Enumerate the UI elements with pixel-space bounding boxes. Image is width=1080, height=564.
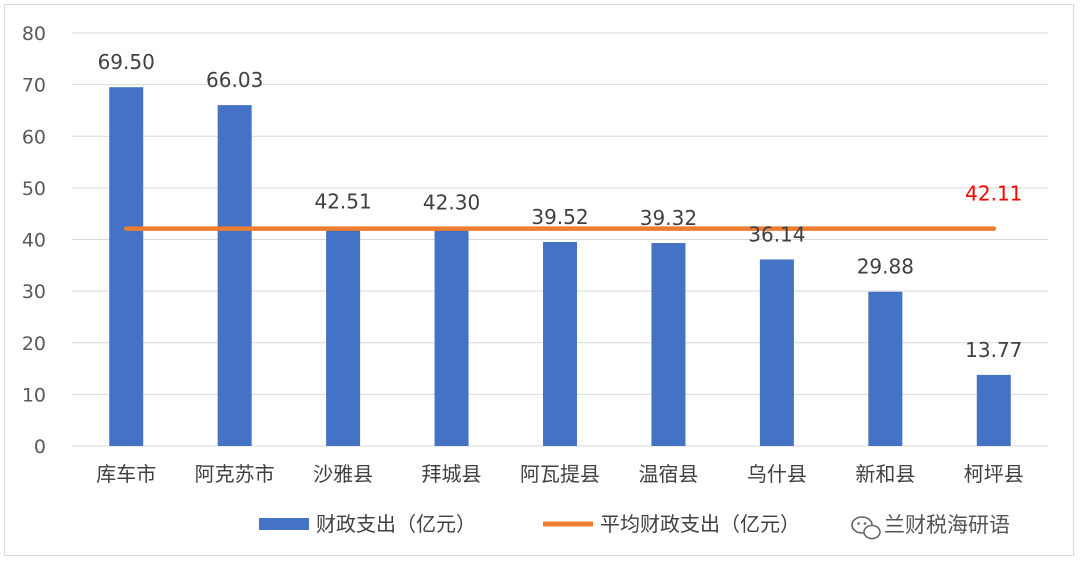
wechat-icon <box>851 516 881 540</box>
bar-data-label: 36.14 <box>748 222 805 246</box>
legend-bar-swatch <box>259 518 309 530</box>
bar-data-label: 29.88 <box>857 255 914 279</box>
bar-data-label: 42.51 <box>314 190 371 214</box>
data-labels: 69.50 66.03 42.51 42.30 39.52 39.32 36.14 29.88… <box>98 50 1023 362</box>
bar <box>434 227 469 446</box>
legend: 财政支出（亿元） 平均财政支出（亿元） <box>259 512 800 536</box>
bar-data-label: 13.77 <box>965 338 1022 362</box>
y-tick-label: 30 <box>22 281 46 303</box>
chart-frame <box>4 4 1074 556</box>
y-tick-label: 70 <box>22 75 46 97</box>
bar <box>976 374 1011 446</box>
y-tick-label: 40 <box>22 230 46 252</box>
bar <box>109 87 144 447</box>
bar-data-label: 42.30 <box>423 191 480 215</box>
y-tick-label: 0 <box>34 436 46 458</box>
bar <box>651 243 686 446</box>
x-tick-label: 阿瓦提县 <box>520 462 600 486</box>
bar <box>543 241 577 446</box>
y-tick-label: 50 <box>22 178 46 200</box>
legend-bar-label: 财政支出（亿元） <box>316 512 476 536</box>
x-tick-label: 柯坪县 <box>964 462 1024 486</box>
y-axis: 0 10 20 30 40 50 60 70 80 <box>22 23 46 458</box>
x-tick-label: 乌什县 <box>747 462 807 486</box>
bar-data-label: 66.03 <box>206 68 263 92</box>
x-tick-label: 阿克苏市 <box>195 462 275 486</box>
bar-data-label: 39.32 <box>640 206 697 230</box>
x-tick-label: 拜城县 <box>422 462 482 486</box>
bar <box>759 259 794 446</box>
watermark: 兰财税海研语 <box>851 513 1010 540</box>
bar <box>868 291 903 446</box>
legend-line-label: 平均财政支出（亿元） <box>600 512 800 536</box>
average-data-label: 42.11 <box>965 182 1022 206</box>
y-tick-label: 10 <box>22 384 46 406</box>
y-tick-label: 80 <box>22 23 46 45</box>
bar <box>217 105 252 447</box>
x-tick-label: 新和县 <box>855 462 915 486</box>
bar-series <box>109 87 1011 447</box>
x-tick-label: 沙雅县 <box>313 462 373 486</box>
x-tick-label: 库车市 <box>96 462 156 486</box>
bar-data-label: 39.52 <box>531 205 588 229</box>
watermark-text: 兰财税海研语 <box>884 513 1010 537</box>
bar <box>326 226 361 446</box>
x-tick-label: 温宿县 <box>638 462 698 486</box>
bar-data-label: 69.50 <box>98 50 155 74</box>
y-tick-label: 60 <box>22 126 46 148</box>
x-axis: 库车市 阿克苏市 沙雅县 拜城县 阿瓦提县 温宿县 乌什县 新和县 柯坪县 <box>96 462 1024 486</box>
y-tick-label: 20 <box>22 333 46 355</box>
